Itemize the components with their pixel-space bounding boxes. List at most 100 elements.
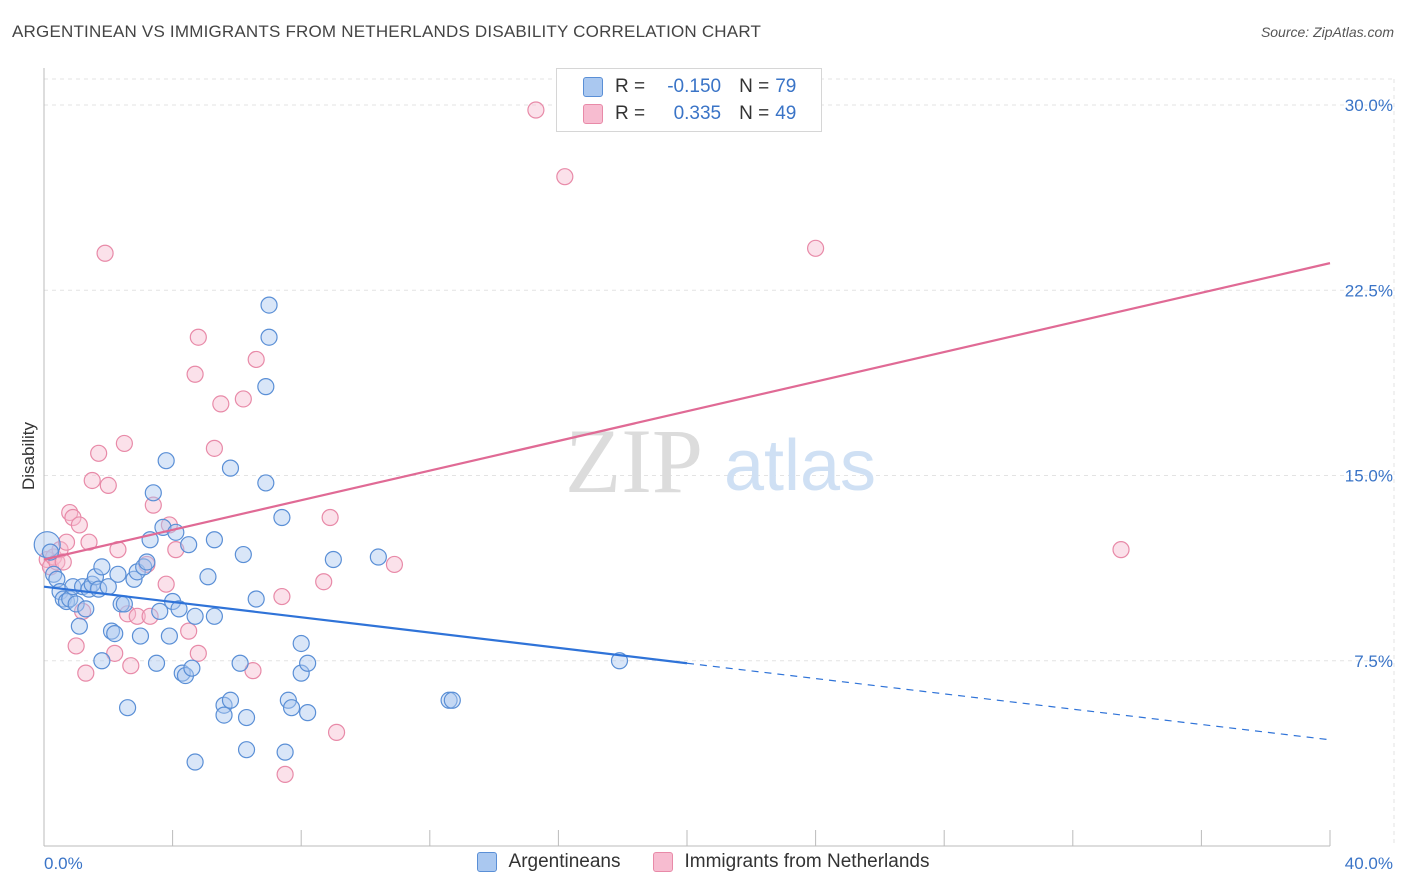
- netherlands-point: [321, 508, 339, 527]
- netherlands-point: [57, 533, 76, 551]
- legend-n-value: 49: [775, 103, 797, 124]
- netherlands-point: [90, 444, 108, 462]
- legend-r-label: R =: [615, 76, 646, 97]
- netherlands-point: [96, 244, 114, 262]
- argentineans-point: [260, 296, 278, 314]
- argentineans-point: [180, 536, 198, 554]
- argentineans-point: [257, 378, 275, 396]
- netherlands-point: [527, 101, 545, 119]
- netherlands-point: [128, 607, 146, 625]
- netherlands-point: [189, 328, 207, 346]
- netherlands-point: [186, 365, 204, 383]
- argentineans-point: [106, 624, 124, 643]
- argentineans-point: [170, 600, 188, 618]
- legend-row-argentineans: R = -0.150 N = 79: [583, 73, 796, 101]
- argentineans-point: [273, 508, 291, 527]
- legend-n-label: N =: [739, 103, 770, 124]
- argentineans-point: [67, 595, 85, 613]
- argentineans-point: [443, 691, 461, 709]
- netherlands-point: [180, 622, 198, 640]
- argentineans-point: [151, 602, 169, 620]
- argentineans-point: [109, 565, 127, 583]
- netherlands-point: [234, 390, 252, 408]
- legend-row-netherlands: R = 0.335 N = 49: [583, 100, 796, 128]
- argentineans-point: [77, 600, 95, 618]
- netherlands-point: [141, 607, 159, 625]
- netherlands-point: [244, 662, 262, 680]
- argentineans-point: [299, 654, 317, 672]
- netherlands-point: [315, 573, 333, 591]
- argentineans-point: [205, 607, 223, 625]
- argentineans-point: [324, 550, 342, 569]
- argentineans-point: [215, 706, 233, 724]
- netherlands-point: [99, 476, 117, 495]
- chart-title: ARGENTINEAN VS IMMIGRANTS FROM NETHERLAN…: [12, 22, 762, 41]
- legend-swatch-blue: [583, 77, 603, 97]
- argentineans-point: [199, 568, 217, 586]
- argentineans-point: [299, 704, 317, 722]
- argentineans-point: [186, 607, 204, 625]
- netherlands-point: [327, 723, 346, 741]
- argentineans-point: [131, 627, 150, 645]
- argentineans-point: [186, 753, 204, 771]
- argentineans-point: [147, 654, 166, 672]
- correlation-legend: R = -0.150 N = 79 R = 0.335 N = 49: [556, 68, 822, 132]
- netherlands-point: [167, 541, 185, 559]
- gridlines: [44, 78, 1395, 846]
- argentineans-point: [231, 654, 249, 672]
- netherlands-point: [144, 496, 162, 514]
- argentineans-point: [276, 743, 294, 761]
- netherlands-point: [273, 587, 291, 606]
- netherlands-point: [106, 644, 124, 662]
- argentineans-point: [93, 652, 111, 670]
- netherlands-point: [157, 575, 175, 593]
- trend-lines: [43, 262, 1331, 741]
- netherlands-point: [1112, 541, 1130, 559]
- argentineans-point: [282, 699, 301, 717]
- legend-label-argentineans: Argentineans: [508, 851, 621, 872]
- legend-r-value: -0.150: [667, 76, 722, 97]
- argentineans-point: [221, 691, 240, 709]
- argentineans-point: [237, 741, 256, 759]
- netherlands-point: [115, 434, 133, 453]
- y-tick-label: 7.5%: [1354, 652, 1393, 671]
- source-label: Source: ZipAtlas.com: [1260, 24, 1394, 40]
- argentineans-point: [247, 590, 265, 608]
- argentineans-point: [93, 558, 111, 576]
- argentineans-point: [135, 558, 153, 576]
- legend-r-value: 0.335: [673, 103, 722, 124]
- netherlands-point: [205, 439, 223, 457]
- netherlands-point: [276, 765, 294, 783]
- watermark-zip: ZIP: [565, 410, 703, 512]
- legend-n-value: 79: [775, 76, 797, 97]
- argentineans-point: [45, 565, 63, 583]
- netherlands-point: [385, 555, 404, 574]
- series-legend: Argentineans Immigrants from Netherlands: [0, 851, 1406, 873]
- netherlands-point: [77, 664, 95, 682]
- argentineans-point: [144, 484, 162, 502]
- argentineans-point: [292, 634, 310, 653]
- argentineans-point: [54, 590, 72, 608]
- legend-swatch-pink: [583, 104, 603, 124]
- legend-label-netherlands: Immigrants from Netherlands: [684, 851, 930, 872]
- y-tick-label: 22.5%: [1345, 281, 1393, 300]
- netherlands-point: [806, 239, 825, 257]
- argentineans-point: [160, 627, 178, 645]
- axes: [43, 68, 1331, 847]
- argentineans-point: [115, 595, 133, 613]
- argentineans-point: [70, 617, 88, 635]
- y-tick-label: 30.0%: [1345, 96, 1393, 115]
- netherlands-point: [189, 644, 207, 662]
- argentineans-point: [234, 545, 252, 564]
- tick-labels: 7.5% 15.0% 22.5% 30.0% 0.0% 40.0%: [44, 96, 1393, 873]
- argentineans-point: [102, 622, 121, 640]
- x-tick-label: 40.0%: [1345, 854, 1393, 873]
- y-axis-label: Disability: [19, 421, 38, 490]
- netherlands-point: [212, 395, 230, 413]
- watermark: ZIP atlas: [565, 410, 876, 512]
- netherlands-point: [67, 637, 85, 655]
- y-tick-label: 15.0%: [1345, 467, 1393, 486]
- argentineans-point: [205, 531, 223, 549]
- legend-item-argentineans: Argentineans: [476, 851, 621, 873]
